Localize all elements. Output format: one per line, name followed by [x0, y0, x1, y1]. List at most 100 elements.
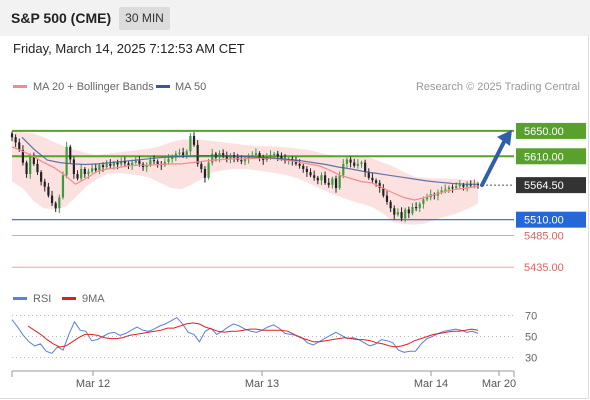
- candle-body: [174, 153, 177, 157]
- candle-body: [418, 203, 421, 209]
- candle-body: [109, 163, 112, 166]
- candle-body: [320, 175, 323, 181]
- candle-body: [207, 162, 210, 178]
- candle-body: [422, 199, 425, 204]
- legend-swatch-ma20-bb: [13, 85, 27, 88]
- candle-body: [127, 163, 130, 166]
- candle-body: [342, 163, 345, 176]
- candle-body: [167, 158, 170, 162]
- candle-body: [18, 142, 21, 150]
- candle-body: [367, 172, 370, 178]
- candle-body: [254, 153, 258, 156]
- candle-body: [91, 168, 94, 172]
- candle-body: [65, 146, 68, 176]
- candle-body: [247, 156, 250, 159]
- candle-body: [258, 153, 261, 158]
- legend-label-ma50: MA 50: [175, 81, 206, 93]
- candle-body: [407, 209, 410, 214]
- candle-body: [444, 189, 447, 191]
- candle-body: [58, 197, 61, 209]
- instrument-title: S&P 500 (CME): [11, 10, 112, 26]
- candle-body: [25, 162, 28, 175]
- candle-body: [473, 184, 476, 186]
- pivot-label: 5510.00: [524, 215, 564, 227]
- candle-body: [451, 187, 454, 189]
- candle-body: [349, 159, 352, 163]
- rsi-tick-label: 70: [525, 311, 537, 323]
- projection-arrow-head: [497, 129, 512, 146]
- candle-body: [21, 149, 25, 163]
- candle-body: [378, 182, 381, 188]
- legend-swatch-ma50: [156, 85, 170, 88]
- pivot-label-bg: [516, 211, 586, 228]
- candle-body: [269, 155, 272, 157]
- resistance-label-bg: [516, 148, 586, 165]
- candle-body: [374, 180, 378, 183]
- timeframe-badge[interactable]: 30 MIN: [119, 7, 170, 30]
- candle-body: [345, 159, 349, 164]
- candle-body: [72, 159, 75, 175]
- candle-body: [465, 184, 469, 187]
- candle-body: [152, 160, 156, 162]
- candle-body: [87, 171, 90, 175]
- candle-body: [229, 155, 232, 160]
- last-price-label: 5564.50: [524, 180, 564, 192]
- candle-body: [294, 160, 298, 164]
- rsi-9ma-line: [27, 322, 479, 348]
- ma50-line: [21, 136, 478, 185]
- candle-body: [134, 160, 137, 163]
- candle-body: [10, 133, 14, 138]
- legend-label-ma20-bb: MA 20 + Bollinger Bands: [33, 81, 154, 93]
- candle-body: [411, 206, 414, 214]
- candle-body: [47, 186, 50, 196]
- candle-body: [276, 153, 279, 157]
- x-tick-label: Mar 14: [414, 378, 448, 390]
- candle-body: [425, 197, 429, 200]
- candle-body: [371, 177, 374, 181]
- candle-body: [298, 163, 301, 166]
- projection-arrow-shaft: [480, 137, 507, 188]
- candle-body: [273, 153, 276, 156]
- rsi-tick-label: 30: [525, 353, 537, 365]
- candle-body: [40, 172, 43, 182]
- candle-body: [196, 144, 199, 164]
- candle-body: [211, 153, 214, 163]
- resistance-label: 5650.00: [524, 126, 564, 138]
- candle-body: [54, 203, 57, 209]
- candle-body: [69, 146, 72, 160]
- candle-body: [98, 165, 101, 171]
- candle-body: [149, 160, 152, 166]
- candle-body: [280, 156, 283, 159]
- candle-body: [396, 212, 399, 215]
- support-label: 5435.00: [524, 262, 564, 274]
- resistance-label: 5610.00: [524, 151, 564, 163]
- ma20-line: [11, 146, 479, 201]
- candle-body: [105, 163, 108, 168]
- candle-body: [138, 160, 141, 164]
- candle-body: [94, 168, 97, 171]
- resistance-label-bg: [516, 122, 586, 139]
- candle-body: [116, 162, 119, 165]
- candle-body: [240, 160, 243, 162]
- candle-body: [353, 162, 356, 166]
- x-tick-label: Mar 12: [76, 378, 110, 390]
- candle-body: [440, 190, 443, 193]
- candle-body: [389, 201, 392, 209]
- candle-body: [80, 168, 83, 179]
- source-credit: Research © 2025 Trading Central: [416, 81, 580, 93]
- x-tick-label: Mar 13: [245, 378, 279, 390]
- candle-body: [455, 186, 458, 188]
- candle-body: [316, 177, 319, 181]
- candle-body: [225, 156, 228, 160]
- candle-body: [36, 163, 39, 173]
- candle-body: [156, 161, 159, 164]
- candle-body: [338, 175, 341, 188]
- x-tick-label: Mar 20: [482, 378, 516, 390]
- candle-body: [400, 212, 403, 219]
- candle-body: [302, 165, 305, 169]
- candle-body: [305, 168, 308, 173]
- candle-body: [14, 137, 17, 143]
- candle-body: [415, 206, 418, 209]
- candle-body: [309, 172, 312, 176]
